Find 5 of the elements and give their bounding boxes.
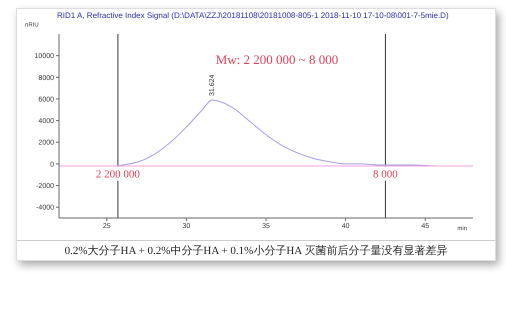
text: 0.2%大分子HA + 0.2%中分子HA + 0.1%小分子HA 灭菌前后分子量没有显著差异 — [17, 240, 495, 260]
chart-title: RID1 A, Refractive Index Signal (D:\DATA\ZZJ\20181108\20181008-805-1 2018-11-10 17-10-08\001-7-5mie.D) — [56, 10, 450, 20]
annotation: Mw: 2 200 000 ~ 8 000 — [216, 52, 338, 67]
annotation: 8 000 — [373, 168, 398, 181]
annotation: 2 200 000 — [96, 168, 140, 181]
